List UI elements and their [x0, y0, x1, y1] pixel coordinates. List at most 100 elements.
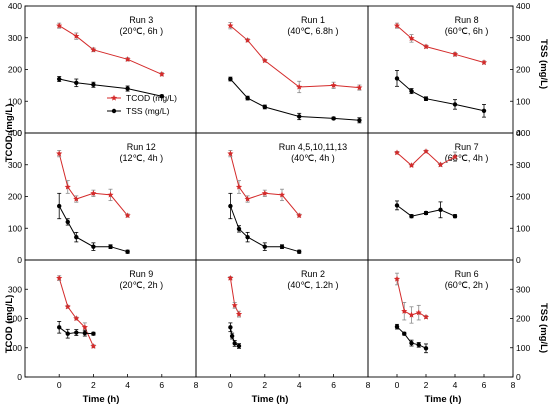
tss-point — [82, 330, 88, 336]
tcod-point — [415, 309, 422, 316]
tss-point — [159, 93, 164, 99]
tcod-point — [64, 303, 71, 310]
tss-point — [65, 331, 70, 336]
tss-point — [481, 108, 487, 113]
y-tick-label-right: 300 — [516, 33, 530, 43]
panel-3: 0 100 200 300 400 Run 8(60℃, 6h ) — [367, 1, 530, 138]
tss-point — [438, 207, 443, 213]
y-tick-label-right: 200 — [516, 65, 530, 75]
tcod-point — [81, 324, 88, 330]
legend-tss-marker — [111, 108, 117, 114]
tss-point — [91, 82, 96, 87]
y-tick-label-left: 0 — [17, 255, 22, 265]
tss-point — [416, 342, 421, 348]
x-axis-label-left: Time (h) — [83, 394, 120, 405]
x-tick-label: 2 — [91, 380, 96, 390]
run-label: Run 8 — [455, 15, 479, 25]
run-label: Run 12 — [127, 142, 156, 152]
y-tick-label-right: 0 — [516, 255, 521, 265]
x-tick-label: 4 — [297, 380, 302, 390]
tss-point — [108, 244, 113, 249]
panel-5: Run 4,5,10,11,13(40℃, 4h ) — [195, 132, 369, 261]
x-tick-label: 4 — [125, 380, 130, 390]
tss-point — [91, 331, 96, 336]
tcod-point — [90, 190, 97, 196]
tss-point — [423, 210, 429, 216]
legend: TCOD (mg/L) TSS (mg/L) — [107, 93, 177, 116]
tss-point — [297, 249, 302, 254]
tcod-point — [90, 343, 97, 349]
y-tick-label-right: 0 — [516, 372, 521, 382]
tss-point — [452, 213, 458, 219]
y-tick-label-right: 200 — [516, 192, 530, 202]
x-tick-label: 8 — [366, 380, 371, 390]
tcod-point — [56, 22, 63, 29]
tcod-point — [90, 46, 97, 53]
tss-point — [297, 114, 302, 119]
x-tick-label: 0 — [228, 380, 233, 390]
tcod-point — [107, 191, 114, 198]
tss-point — [245, 234, 250, 240]
tss-point — [423, 96, 429, 101]
tss-point — [236, 226, 242, 232]
y-tick-label-right: 400 — [516, 1, 530, 11]
tcod-point — [393, 149, 401, 156]
run-label: Run 7 — [455, 142, 479, 152]
tss-point — [279, 244, 285, 249]
tss-point — [331, 116, 336, 121]
tss-point — [228, 325, 233, 330]
panel-7: 0 100 200 300 0 2 4 6 8 Run 9(20℃, 2h ) — [8, 259, 199, 390]
tcod-point — [244, 37, 251, 43]
tss-point — [452, 102, 458, 107]
tcod-point — [261, 190, 268, 196]
tss-point — [245, 95, 250, 101]
panel-8: 0 2 4 6 8 Run 2(40℃, 1.2h ) — [195, 259, 371, 390]
run-condition: (40℃, 1.2h ) — [287, 280, 338, 290]
tss-point — [409, 88, 414, 94]
tcod-point — [330, 82, 337, 88]
run-label: Run 6 — [455, 269, 479, 279]
tcod-point — [73, 195, 80, 202]
tss-point — [394, 76, 400, 81]
tss-point — [74, 234, 79, 240]
tcod-point — [73, 32, 80, 39]
tss-point — [57, 76, 62, 82]
tss-point — [74, 330, 79, 335]
y-tick-label-right: 100 — [516, 343, 530, 353]
tcod-line — [229, 153, 300, 216]
y-tick-label-left: 200 — [8, 314, 22, 324]
legend-tcod-marker — [110, 94, 118, 101]
tcod-point — [158, 71, 165, 77]
tcod-point — [244, 195, 251, 202]
tcod-point — [451, 153, 459, 160]
panel-frame — [367, 259, 514, 378]
tss-line — [229, 205, 300, 253]
tcod-point — [231, 302, 238, 308]
tcod-point — [73, 315, 80, 322]
tcod-point — [408, 162, 415, 168]
y-tick-label-left: 300 — [8, 160, 22, 170]
panel-frame — [24, 259, 197, 378]
tss-point — [228, 203, 233, 209]
panel-frame — [195, 5, 369, 134]
legend-tss-label: TSS (mg/L) — [126, 106, 170, 116]
tcod-point — [56, 150, 63, 157]
tcod-point — [124, 56, 131, 62]
panel-frame — [367, 5, 514, 134]
tcod-point — [235, 183, 243, 190]
tss-point — [65, 219, 70, 225]
tcod-point — [227, 150, 234, 157]
tcod-point — [437, 161, 444, 168]
tss-point — [409, 340, 414, 346]
tss-point — [262, 104, 267, 110]
y-tick-label-left: 300 — [8, 284, 22, 294]
y-tick-label-left: 300 — [8, 33, 22, 43]
tcod-point — [480, 59, 488, 66]
tcod-point — [227, 274, 234, 281]
tcod-point — [422, 43, 430, 50]
y-tick-label-left: 0 — [17, 372, 22, 382]
tcod-line — [229, 278, 240, 315]
run-condition: (12℃, 4h ) — [119, 153, 163, 163]
